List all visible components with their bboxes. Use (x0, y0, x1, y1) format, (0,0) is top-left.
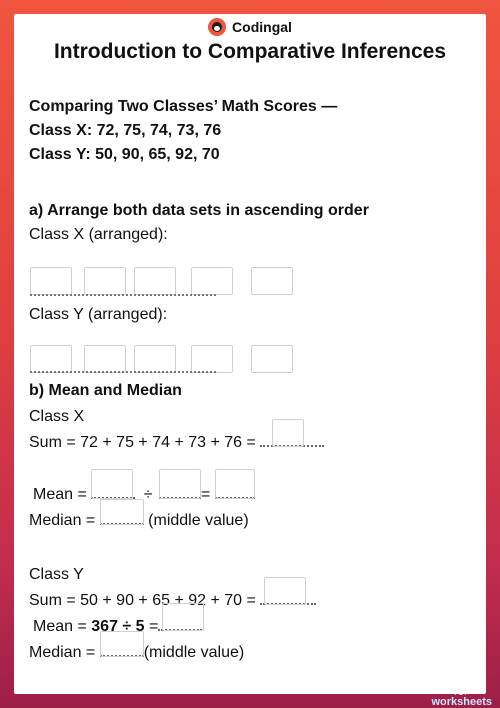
class-y-answer-box-2[interactable] (84, 345, 126, 373)
class-y-answer-box-3[interactable] (134, 345, 176, 373)
class-y-answer-box-5[interactable] (251, 345, 293, 373)
class-x-mean-row: Mean = ÷ = (33, 469, 255, 504)
class-y-sum-box[interactable] (264, 577, 307, 605)
class-x-sum-row: Sum = 72 + 75 + 74 + 73 + 76 = (29, 419, 325, 452)
class-y-answer-box-4[interactable] (191, 345, 233, 373)
class-y-mean-value: 367 ÷ 5 (91, 618, 145, 635)
class-y-answer-box-1[interactable] (30, 345, 72, 373)
class-y-median-answer[interactable] (99, 631, 144, 657)
class-y-sum-text: Sum = 50 + 90 + 65 + 92 + 70 = (29, 592, 261, 609)
class-y-median-label: Median = (29, 644, 100, 661)
class-x-median-answer[interactable] (99, 499, 144, 525)
part-a-heading: a) Arrange both data sets in ascending o… (29, 202, 369, 219)
class-y-arranged-label: Class Y (arranged): (29, 306, 168, 323)
class-x-median-label: Median = (29, 512, 100, 529)
class-y-label: Class Y (29, 566, 84, 583)
class-x-answer-box-2[interactable] (84, 267, 126, 295)
intro-line-1: Comparing Two Classes’ Math Scores — (29, 98, 338, 115)
class-x-sum-box[interactable] (272, 419, 305, 447)
class-y-sum-answer[interactable] (260, 577, 317, 605)
class-x-dotted-line (30, 294, 216, 296)
class-x-mean-result-box[interactable] (214, 469, 255, 499)
class-y-mean-equals: = (144, 618, 159, 635)
class-y-sum-row: Sum = 50 + 90 + 65 + 92 + 70 = (29, 577, 317, 610)
class-x-answer-box-4[interactable] (191, 267, 233, 295)
class-y-median-note: (middle value) (143, 644, 245, 661)
page-title: Introduction to Comparative Inferences (53, 40, 447, 63)
class-y-median-row: Median = (middle value) (29, 631, 245, 662)
footer-line-2: worksheets (431, 696, 492, 708)
class-x-label: Class X (29, 408, 85, 425)
class-y-mean-result[interactable] (158, 603, 205, 631)
brand-name: Codingal (232, 19, 292, 35)
class-x-answer-box-3[interactable] (134, 267, 176, 295)
class-y-mean-row: Mean = 367 ÷ 5 = (33, 603, 205, 636)
class-x-answer-box-5[interactable] (251, 267, 293, 295)
equals-sign: = (200, 486, 211, 503)
class-x-mean-numerator[interactable] (91, 469, 136, 499)
class-x-mean-result[interactable] (214, 469, 255, 499)
part-b-heading: b) Mean and Median (29, 382, 182, 399)
class-x-mean-label: Mean = (33, 486, 92, 503)
class-x-arranged-label: Class X (arranged): (29, 226, 168, 243)
class-y-median-box[interactable] (99, 631, 144, 657)
divide-sign: ÷ (143, 486, 153, 503)
class-x-median-row: Median = (middle value) (29, 499, 249, 530)
class-x-answer-box-1[interactable] (30, 267, 72, 295)
codingal-logo-icon (208, 18, 227, 36)
class-y-dotted-line (30, 371, 216, 373)
class-x-sum-answer[interactable] (260, 419, 325, 447)
worksheet: Codingal Introduction to Comparative Inf… (14, 14, 486, 694)
intro-line-2: Class X: 72, 75, 74, 73, 76 (29, 122, 222, 139)
class-x-sum-text: Sum = 72 + 75 + 74 + 73 + 76 = (29, 434, 261, 451)
class-x-mean-numerator-box[interactable] (91, 469, 134, 499)
brand-header: Codingal (14, 18, 486, 36)
class-x-median-note: (middle value) (148, 512, 249, 529)
intro-line-3: Class Y: 50, 90, 65, 92, 70 (29, 146, 220, 163)
class-y-mean-label: Mean = (33, 618, 92, 635)
class-x-mean-denominator-box[interactable] (158, 469, 201, 499)
class-x-median-box[interactable] (99, 499, 144, 525)
top-worksheets-logo: TOP worksheets (431, 690, 492, 708)
class-y-mean-result-box[interactable] (162, 603, 205, 631)
footer-line-1: TOP (453, 690, 471, 697)
class-x-mean-denominator[interactable] (158, 469, 201, 499)
